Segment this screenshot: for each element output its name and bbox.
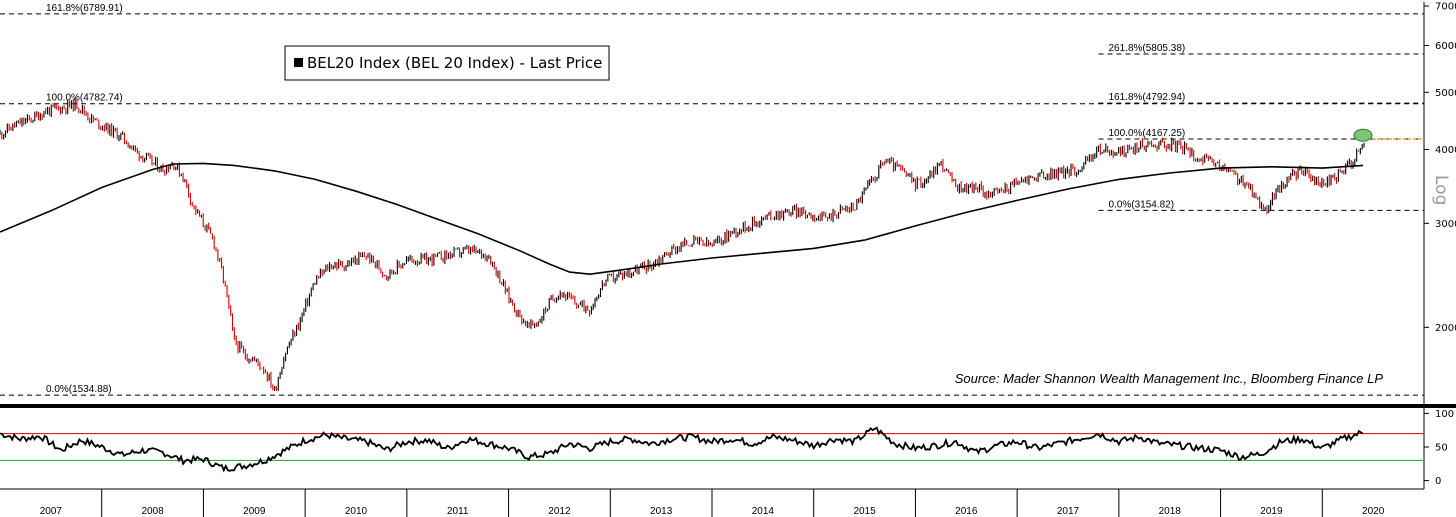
x-tick-label: 2014 <box>752 506 775 517</box>
x-tick-label: 2016 <box>955 506 978 517</box>
y-tick-label: 4000 <box>1435 145 1456 156</box>
x-tick-label: 2009 <box>243 506 266 517</box>
y-tick-label: 2000 <box>1435 323 1456 334</box>
rsi-panel: 100 50 0 <box>0 408 1454 489</box>
chart-legend: BEL20 Index (BEL 20 Index) - Last Price <box>284 45 610 81</box>
rsi-tick-label: 0 <box>1435 476 1441 487</box>
x-tick-label: 2010 <box>345 506 368 517</box>
legend-label: BEL20 Index (BEL 20 Index) - Last Price <box>307 54 602 72</box>
price-y-axis: 2000 3000 4000 5000 6000 7000 <box>1424 2 1456 334</box>
y-tick-label: 5000 <box>1435 88 1456 99</box>
fib-level-label: 100.0%(4167.25) <box>1109 128 1186 139</box>
x-tick-label: 2017 <box>1057 506 1080 517</box>
y-tick-label: 6000 <box>1435 41 1456 52</box>
price-series <box>0 97 1365 392</box>
x-tick-label: 2013 <box>650 506 673 517</box>
y-tick-label: 7000 <box>1435 2 1456 13</box>
x-tick-label: 2015 <box>853 506 876 517</box>
latest-price-highlight <box>1353 128 1424 142</box>
rsi-tick-label: 50 <box>1435 442 1448 453</box>
x-tick-label: 2012 <box>548 506 571 517</box>
fib-level-label: 161.8%(6789.91) <box>46 3 123 14</box>
source-annotation: Source: Mader Shannon Wealth Management … <box>955 371 1384 386</box>
rsi-tick-label: 100 <box>1435 409 1454 420</box>
x-tick-label: 2007 <box>40 506 63 517</box>
y-axis-title: Log <box>1431 175 1451 205</box>
fibonacci-levels: 161.8%(6789.91) 100.0%(4782.74) 0.0%(1534.… <box>0 3 1424 396</box>
moving-average-line <box>0 162 1364 276</box>
y-tick-label: 3000 <box>1435 219 1456 230</box>
legend-swatch <box>294 58 303 67</box>
x-tick-label: 2018 <box>1159 506 1182 517</box>
fib-level-label: 161.8%(4792.94) <box>1109 92 1186 103</box>
fib-level-label: 261.8%(5805.38) <box>1109 43 1186 54</box>
latest-price-marker <box>1353 128 1373 142</box>
x-tick-label: 2019 <box>1260 506 1283 517</box>
x-axis: 2007 2008 2009 2010 2011 2012 2013 2014 2015 2016… <box>40 489 1385 517</box>
rsi-line <box>0 426 1364 473</box>
panel-separator <box>0 404 1456 408</box>
fib-level-label: 100.0%(4782.74) <box>46 93 123 104</box>
rsi-y-axis: 100 50 0 <box>1424 409 1454 487</box>
x-tick-label: 2008 <box>141 506 164 517</box>
fib-level-label: 0.0%(3154.82) <box>1109 199 1175 210</box>
x-tick-label: 2011 <box>447 506 469 517</box>
fib-level-label: 0.0%(1534.88) <box>46 384 112 395</box>
x-tick-label: 2020 <box>1362 506 1385 517</box>
